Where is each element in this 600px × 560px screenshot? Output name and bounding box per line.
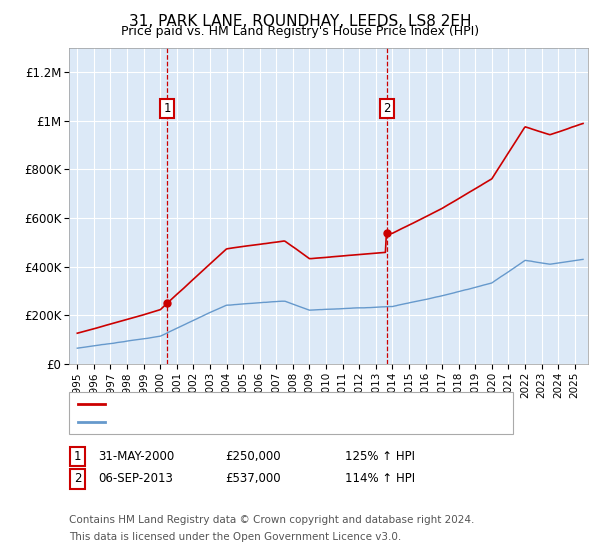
Text: £537,000: £537,000 — [225, 472, 281, 486]
Text: 1: 1 — [74, 450, 82, 463]
Text: £250,000: £250,000 — [225, 450, 281, 463]
Text: 1: 1 — [163, 102, 171, 115]
Text: 06-SEP-2013: 06-SEP-2013 — [98, 472, 173, 486]
Text: 31, PARK LANE, ROUNDHAY, LEEDS, LS8 2EH: 31, PARK LANE, ROUNDHAY, LEEDS, LS8 2EH — [129, 14, 471, 29]
Text: 2: 2 — [74, 472, 82, 486]
Text: 31-MAY-2000: 31-MAY-2000 — [98, 450, 174, 463]
Text: 125% ↑ HPI: 125% ↑ HPI — [345, 450, 415, 463]
Text: Price paid vs. HM Land Registry's House Price Index (HPI): Price paid vs. HM Land Registry's House … — [121, 25, 479, 38]
Text: 31, PARK LANE, ROUNDHAY, LEEDS, LS8 2EH (detached house): 31, PARK LANE, ROUNDHAY, LEEDS, LS8 2EH … — [111, 397, 481, 410]
Text: This data is licensed under the Open Government Licence v3.0.: This data is licensed under the Open Gov… — [69, 532, 401, 542]
Text: HPI: Average price, detached house, Leeds: HPI: Average price, detached house, Leed… — [111, 416, 364, 429]
Text: 2: 2 — [383, 102, 391, 115]
Text: 114% ↑ HPI: 114% ↑ HPI — [345, 472, 415, 486]
Text: Contains HM Land Registry data © Crown copyright and database right 2024.: Contains HM Land Registry data © Crown c… — [69, 515, 475, 525]
